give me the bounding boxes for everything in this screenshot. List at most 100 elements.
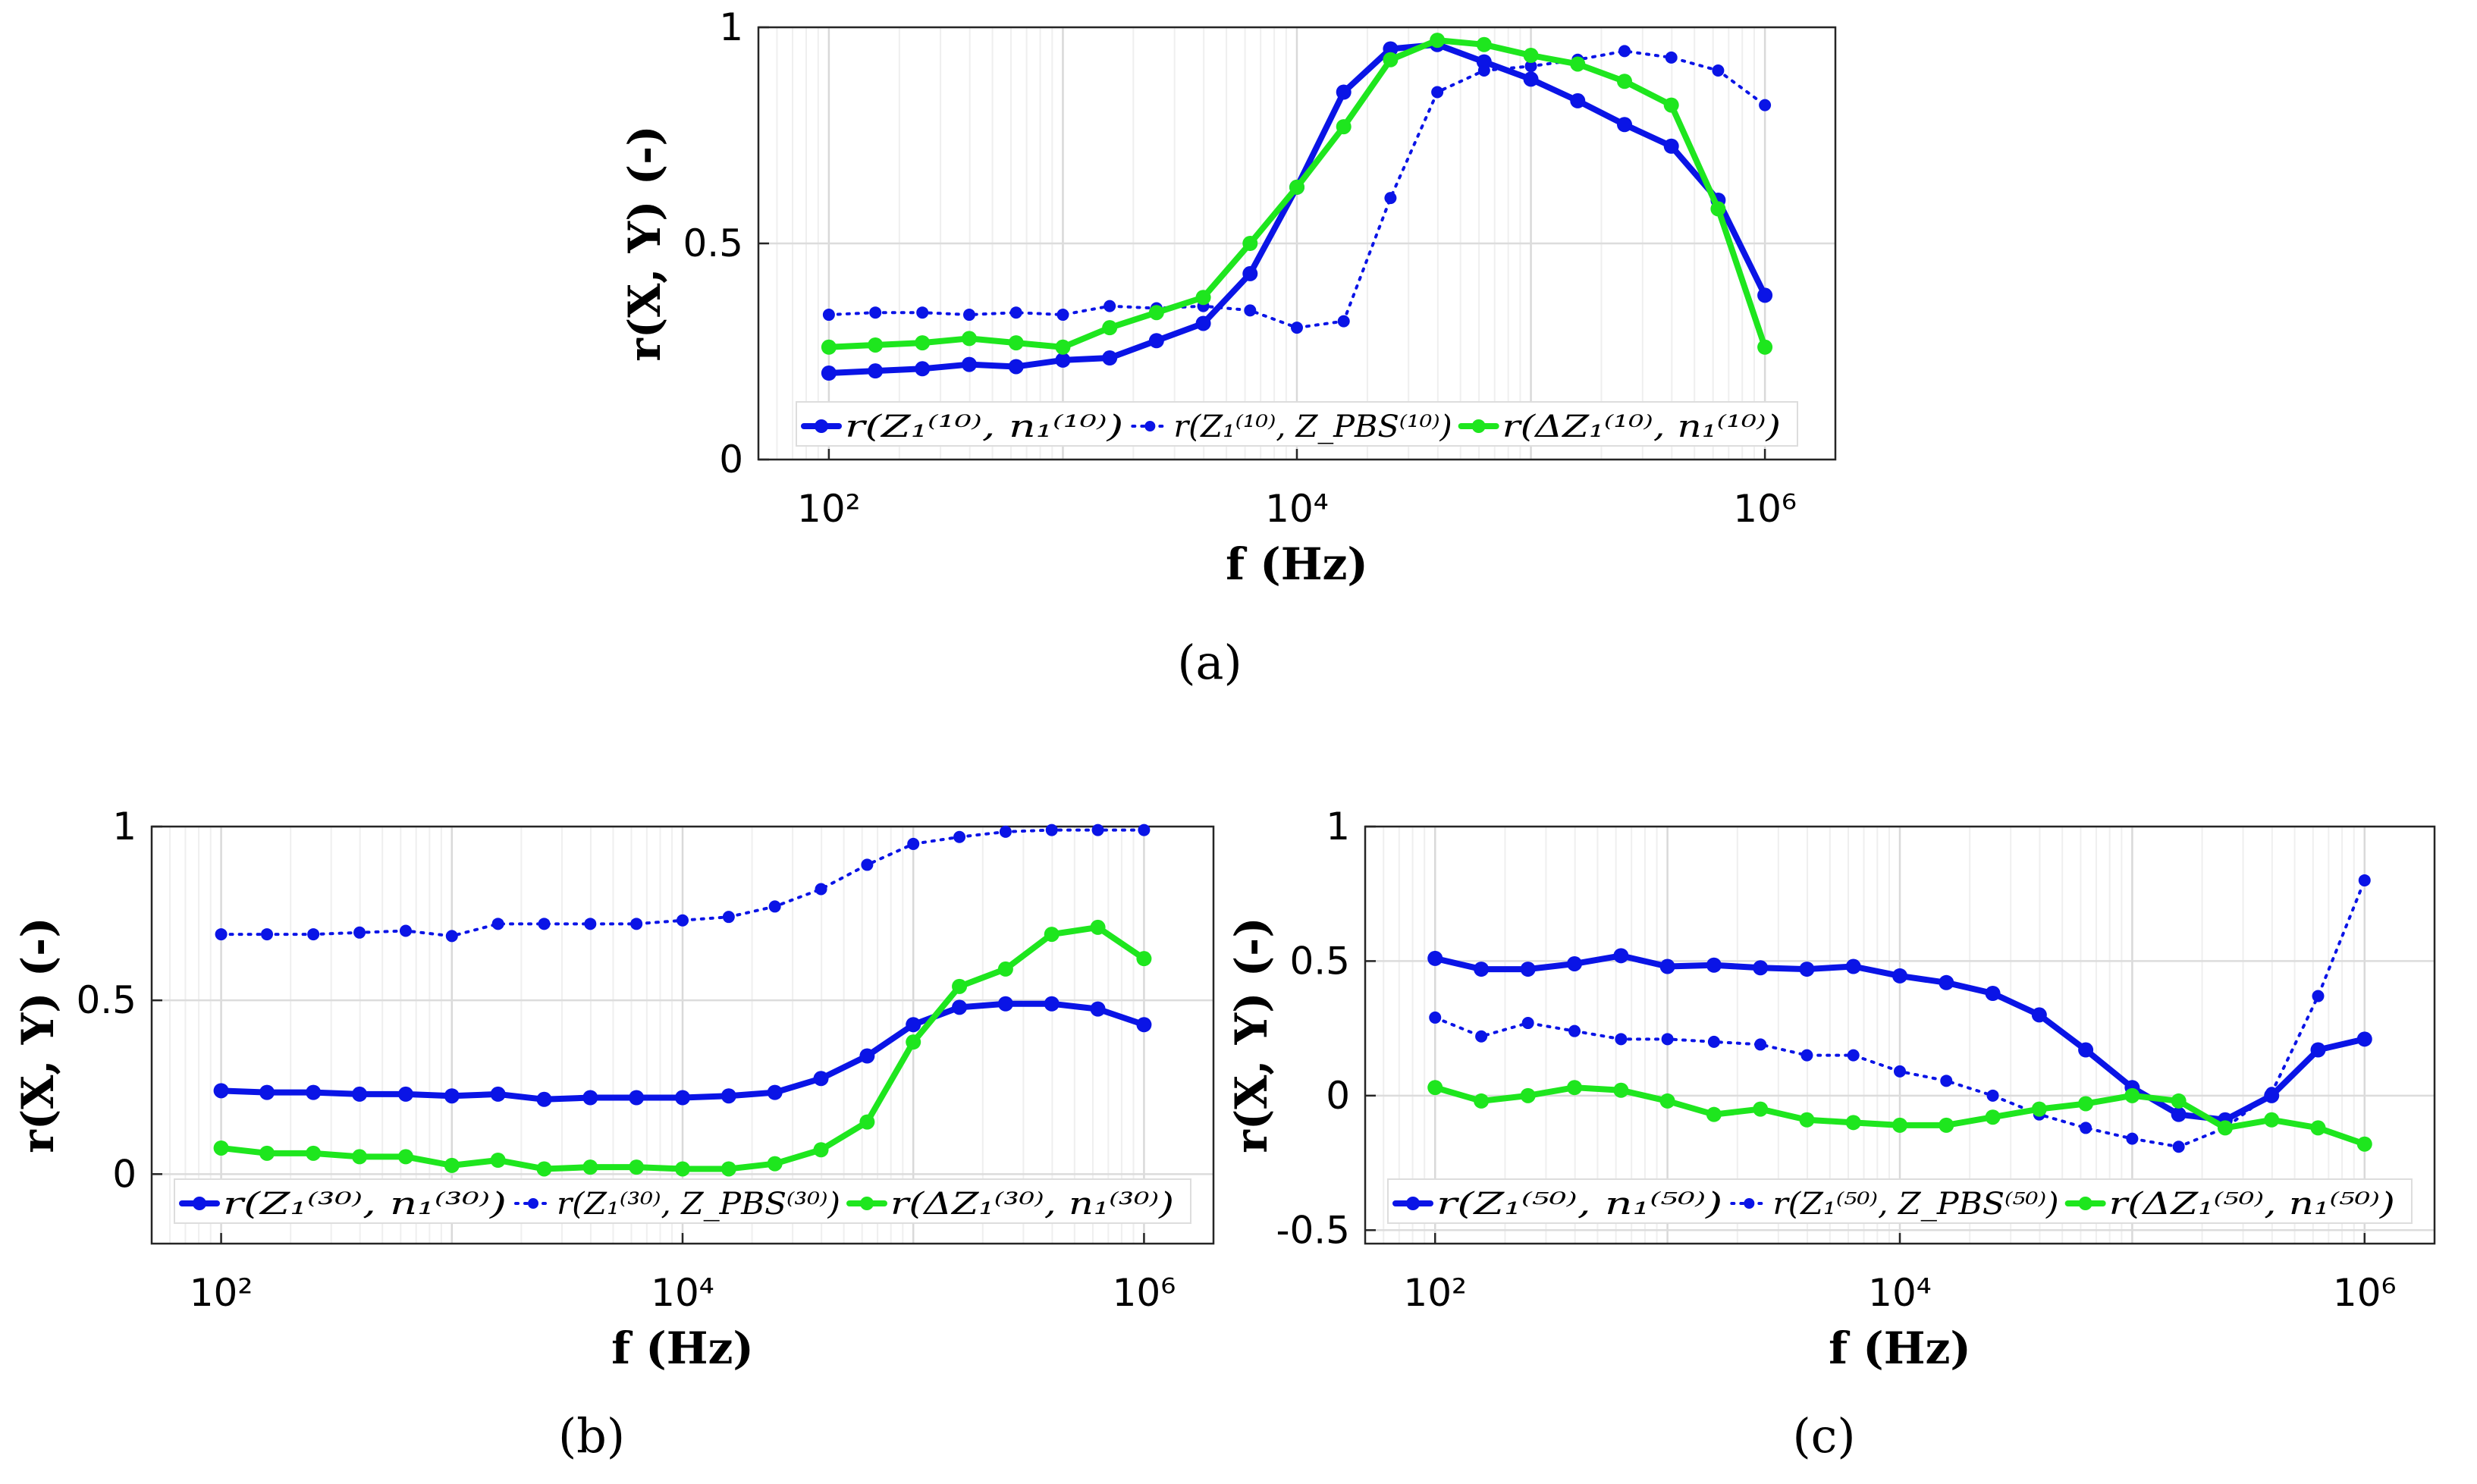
data-point (1659, 1093, 1675, 1109)
data-point (2031, 1007, 2047, 1023)
y-tick-label: 0.5 (1289, 939, 1350, 983)
data-point (1384, 192, 1397, 205)
data-point (352, 1086, 368, 1102)
y-tick-label: 0.5 (683, 221, 743, 265)
data-point (2126, 1132, 2139, 1145)
data-point (1845, 1115, 1861, 1131)
data-point (997, 961, 1013, 977)
y-tick-label: 1 (1326, 805, 1350, 849)
data-point (1845, 958, 1861, 974)
data-point (1009, 306, 1022, 319)
data-point (1985, 1109, 2001, 1125)
x-tick-label: 10⁶ (1733, 487, 1797, 531)
data-point (1136, 951, 1152, 967)
data-point (1570, 56, 1586, 72)
data-point (1195, 315, 1211, 331)
x-tick-label: 10⁴ (651, 1271, 714, 1315)
x-tick-label: 10² (190, 1271, 253, 1315)
legend-marker (193, 1197, 206, 1210)
data-point (306, 1084, 322, 1100)
data-point (906, 1034, 921, 1050)
data-point (1148, 305, 1164, 321)
data-point (722, 911, 735, 924)
legend: r(Z₁⁽³⁰⁾, n₁⁽³⁰⁾) r(Z₁⁽³⁰⁾, Z_PBS⁽³⁰⁾) r(Δ… (174, 1178, 1191, 1224)
data-point (2356, 1136, 2372, 1152)
data-point (1045, 824, 1058, 836)
legend-entry: r(Z₁⁽⁵⁰⁾, n₁⁽⁵⁰⁾) (1436, 1187, 1722, 1222)
data-point (536, 1091, 552, 1107)
data-point (1521, 1017, 1534, 1030)
data-point (1663, 138, 1679, 154)
data-point (1524, 60, 1537, 73)
data-point (1706, 957, 1722, 973)
data-point (1661, 1033, 1674, 1046)
data-point (306, 1145, 322, 1161)
data-point (1055, 339, 1071, 355)
data-point (767, 1084, 783, 1100)
data-point (952, 999, 968, 1015)
data-point (999, 825, 1012, 838)
data-point (720, 1161, 736, 1177)
legend-marker (1406, 1197, 1420, 1210)
data-point (868, 337, 884, 353)
data-point (675, 1090, 690, 1106)
data-point (1090, 1001, 1106, 1017)
data-point (2080, 1122, 2092, 1134)
chart-panel-c: -0.5 0 0.5 1 10² 10⁴ 10⁶ f (Hz) r(X, Y) (-) r(Z₁⁽… (1226, 805, 2436, 1464)
data-point (961, 331, 977, 347)
series-2 (213, 919, 1152, 1177)
panel-label: (b) (558, 1408, 625, 1464)
x-tick-label: 10⁴ (1265, 487, 1329, 531)
legend-marker (1744, 1198, 1755, 1209)
data-point (1044, 927, 1060, 943)
data-point (444, 1088, 460, 1104)
data-point (1659, 958, 1675, 974)
y-axis-label: r(X, Y) (-) (1226, 917, 1277, 1153)
data-point (1520, 962, 1536, 977)
data-point (1291, 322, 1303, 334)
x-axis-label: f (Hz) (611, 1322, 754, 1374)
data-point (2310, 1042, 2326, 1058)
data-point (261, 928, 274, 941)
data-point (677, 914, 689, 927)
data-point (822, 309, 835, 322)
legend-marker (1144, 421, 1156, 431)
y-axis-label: r(X, Y) (-) (12, 917, 64, 1153)
data-point (868, 363, 884, 379)
data-point (907, 837, 920, 850)
series-0 (213, 996, 1152, 1107)
data-point (1986, 1089, 1999, 1102)
data-point (2312, 990, 2325, 1002)
data-point (353, 926, 366, 939)
data-point (1091, 824, 1104, 836)
data-point (1520, 1087, 1536, 1103)
data-point (2217, 1120, 2233, 1136)
data-point (1056, 309, 1069, 322)
data-point (1892, 1117, 1907, 1133)
data-point (1663, 97, 1679, 113)
series-1 (822, 45, 1772, 334)
data-point (813, 1142, 829, 1158)
y-axis-label: r(X, Y) (-) (619, 125, 670, 361)
panel-label: (a) (1177, 635, 1242, 690)
data-point (1618, 45, 1631, 58)
data-point (399, 924, 412, 937)
data-point (1710, 201, 1726, 217)
data-point (536, 1161, 552, 1177)
data-point (1136, 1017, 1152, 1033)
data-point (1337, 315, 1350, 328)
data-point (1008, 359, 1024, 375)
data-point (1055, 352, 1071, 368)
chart-panel-a: 0 0.5 1 10² 10⁴ 10⁶ f (Hz) r(X, Y) (-) r(Z₁⁽¹⁰⁾,… (619, 5, 1837, 690)
data-point (259, 1084, 275, 1100)
data-point (1939, 974, 1954, 990)
data-point (1757, 339, 1773, 355)
data-point (584, 918, 597, 930)
data-point (1475, 1030, 1488, 1043)
series-1 (215, 824, 1151, 943)
data-point (962, 309, 975, 322)
y-tick-label: 0.5 (76, 978, 137, 1022)
data-point (1138, 824, 1151, 836)
x-axis-label: f (Hz) (1226, 538, 1368, 590)
data-point (815, 883, 827, 896)
